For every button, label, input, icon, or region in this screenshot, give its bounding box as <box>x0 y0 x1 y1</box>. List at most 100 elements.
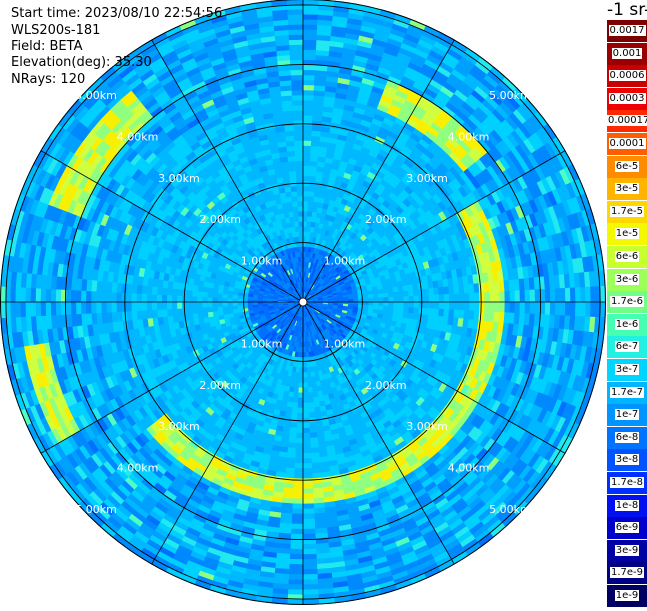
heatmap-cell <box>290 544 303 549</box>
heatmap-cell <box>303 448 311 453</box>
heatmap-cell <box>575 302 581 317</box>
heatmap-cell <box>303 368 307 373</box>
heatmap-cell <box>289 433 296 439</box>
heatmap-cell <box>393 292 398 297</box>
heatmap-cell <box>525 302 530 314</box>
heatmap-cell <box>309 408 315 413</box>
heatmap-cell <box>591 287 596 302</box>
heatmap-cell <box>485 292 490 302</box>
heatmap-cell <box>439 287 445 295</box>
heatmap-cell <box>388 293 393 298</box>
heatmap-cell <box>309 176 316 182</box>
heatmap-cell <box>303 584 318 590</box>
heatmap-cell <box>289 574 304 580</box>
heatmap-cell <box>303 383 308 388</box>
heatmap-cell <box>287 448 295 454</box>
heatmap-cell <box>303 100 314 105</box>
heatmap-cell <box>500 302 505 313</box>
heatmap-cell <box>295 443 303 448</box>
heatmap-cell <box>403 291 409 297</box>
heatmap-cell <box>303 413 309 418</box>
heatmap-cell <box>308 196 314 202</box>
heatmap-cell <box>414 290 420 296</box>
heatmap-cell <box>303 479 313 484</box>
heatmap-cell <box>500 291 505 302</box>
heatmap-cell <box>388 288 394 293</box>
heatmap-cell <box>434 288 440 295</box>
heatmap-cell <box>591 302 596 317</box>
heatmap-cell <box>303 569 317 574</box>
heatmap-cell <box>299 378 303 383</box>
heatmap-cell <box>414 302 419 308</box>
heatmap-cell <box>368 295 373 299</box>
heatmap-cell <box>570 288 575 302</box>
heatmap-cell <box>303 378 307 383</box>
heatmap-cell <box>297 413 303 418</box>
heatmap-cell <box>398 291 404 297</box>
heatmap-cell <box>299 383 304 388</box>
heatmap-cell <box>293 494 303 499</box>
heatmap-cell <box>545 302 550 315</box>
heatmap-cell <box>464 293 469 302</box>
heatmap-cell <box>303 120 313 125</box>
heatmap-cell <box>303 352 306 357</box>
heatmap-cell <box>303 9 318 14</box>
heatmap-cell <box>303 549 316 554</box>
heatmap-cell <box>303 579 318 584</box>
heatmap-cell <box>384 302 389 307</box>
heatmap-cell <box>303 75 315 80</box>
heatmap-cell <box>530 290 535 302</box>
heatmap-cell <box>307 372 311 377</box>
heatmap-cell <box>292 509 303 514</box>
heatmap-cell <box>439 309 445 317</box>
heatmap-cell <box>475 293 480 302</box>
heatmap-cell <box>515 291 520 302</box>
heatmap-cell <box>303 140 312 145</box>
heatmap-cell <box>303 468 312 473</box>
heatmap-cell <box>454 286 460 295</box>
heatmap-cell <box>303 80 315 85</box>
heatmap-cell <box>303 105 313 110</box>
heatmap-cell <box>475 302 480 311</box>
heatmap-cell <box>580 302 585 317</box>
heatmap-cell <box>306 362 310 367</box>
heatmap-cell <box>363 295 368 299</box>
heatmap-cell <box>303 191 309 196</box>
heatmap-cell <box>303 428 310 433</box>
heatmap-cell <box>288 584 303 590</box>
heatmap-cell <box>303 231 307 236</box>
heatmap-cell <box>308 206 313 211</box>
heatmap-cell <box>303 393 308 398</box>
heatmap-cell <box>424 295 429 302</box>
heatmap-cell <box>379 298 384 302</box>
heatmap-cell <box>303 24 318 29</box>
heatmap-cell <box>303 398 308 403</box>
heatmap-cell <box>309 191 315 196</box>
heatmap-cell <box>303 484 313 489</box>
heatmap-cell <box>404 296 409 302</box>
heatmap-cell <box>303 70 315 75</box>
heatmap-cell <box>308 392 313 397</box>
heatmap-cell <box>294 479 304 484</box>
heatmap-cell <box>288 590 303 595</box>
heatmap-cell <box>303 216 308 221</box>
heatmap-cell <box>409 290 414 296</box>
heatmap-cell <box>393 307 398 312</box>
heatmap-cell <box>303 115 313 120</box>
heatmap-cell <box>288 443 296 449</box>
heatmap-cell <box>303 201 308 206</box>
heatmap-cell <box>299 368 303 373</box>
heatmap-cell <box>311 448 319 454</box>
heatmap-cell <box>303 373 307 378</box>
heatmap-cell <box>313 397 319 403</box>
heatmap-cell <box>303 211 308 216</box>
heatmap-cell <box>296 433 303 438</box>
heatmap-cell <box>303 514 314 519</box>
heatmap-cell <box>307 382 312 387</box>
heatmap-cell <box>288 438 296 444</box>
heatmap-cell <box>565 302 570 316</box>
heatmap-cell <box>374 298 379 302</box>
heatmap-cell <box>535 302 540 314</box>
heatmap-cell <box>393 287 399 293</box>
heatmap-cell <box>464 302 469 311</box>
